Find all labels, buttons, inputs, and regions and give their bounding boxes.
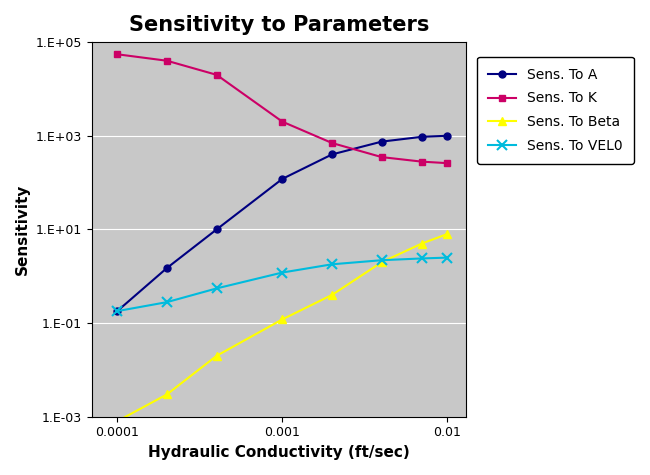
Sens. To VEL0 [113, 308, 121, 314]
Sens. To Beta [278, 316, 286, 322]
Sens. To VEL0 [328, 261, 336, 267]
Sens. To K [278, 119, 286, 124]
Sens. To VEL0 [418, 256, 426, 261]
Sens. To Beta [113, 418, 121, 424]
Sens. To K [163, 58, 171, 64]
X-axis label: Hydraulic Conductivity (ft/sec): Hydraulic Conductivity (ft/sec) [148, 445, 410, 460]
Sens. To Beta [418, 241, 426, 247]
Sens. To K [418, 159, 426, 164]
Sens. To K [213, 72, 220, 78]
Sens. To VEL0 [213, 285, 220, 291]
Sens. To Beta [163, 391, 171, 397]
Sens. To VEL0 [278, 270, 286, 275]
Line: Sens. To VEL0: Sens. To VEL0 [112, 253, 452, 316]
Sens. To VEL0 [443, 255, 451, 260]
Sens. To K [378, 154, 385, 160]
Sens. To A [378, 139, 385, 144]
Sens. To Beta [213, 353, 220, 359]
Sens. To A [418, 134, 426, 140]
Sens. To Beta [378, 259, 385, 265]
Legend: Sens. To A, Sens. To K, Sens. To Beta, Sens. To VEL0: Sens. To A, Sens. To K, Sens. To Beta, S… [477, 57, 634, 164]
Line: Sens. To K: Sens. To K [114, 51, 451, 167]
Line: Sens. To A: Sens. To A [114, 133, 451, 314]
Sens. To A [278, 176, 286, 182]
Sens. To A [443, 133, 451, 139]
Sens. To A [213, 227, 220, 232]
Sens. To A [328, 152, 336, 157]
Sens. To A [113, 308, 121, 314]
Sens. To A [163, 265, 171, 271]
Sens. To VEL0 [163, 299, 171, 305]
Sens. To K [113, 51, 121, 57]
Sens. To VEL0 [378, 257, 385, 263]
Sens. To Beta [328, 292, 336, 298]
Sens. To K [443, 160, 451, 166]
Sens. To Beta [443, 231, 451, 237]
Title: Sensitivity to Parameters: Sensitivity to Parameters [129, 15, 429, 35]
Sens. To K [328, 140, 336, 146]
Line: Sens. To Beta: Sens. To Beta [113, 230, 452, 426]
Y-axis label: Sensitivity: Sensitivity [15, 184, 30, 275]
